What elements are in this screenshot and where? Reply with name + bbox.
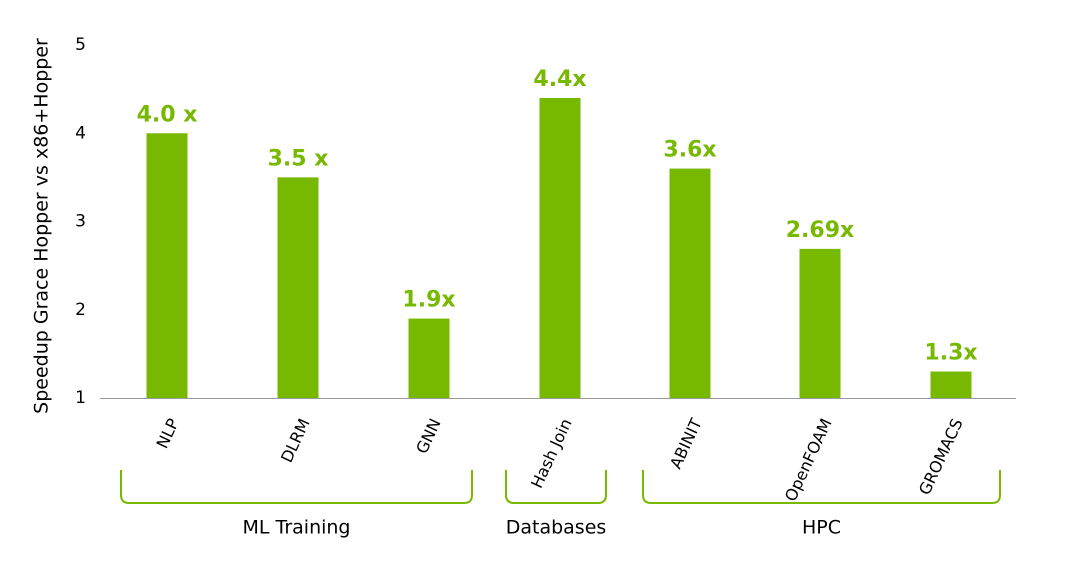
data-label: 1.3x <box>924 341 977 366</box>
bars <box>146 97 972 398</box>
group-bracket <box>505 470 607 504</box>
y-tick-label: 2 <box>75 300 86 320</box>
data-label: 3.6x <box>663 138 716 163</box>
x-tick-label: GNN <box>412 416 445 457</box>
bar-dlrm <box>277 177 319 398</box>
bar-nlp <box>146 133 188 398</box>
category-groups: ML Training Databases HPC <box>120 470 1001 539</box>
x-axis: NLP DLRM GNN Hash Join ABINIT OpenFOAM GROMACS <box>153 415 967 504</box>
x-tick-label: NLP <box>153 415 183 451</box>
bar-hash-join <box>539 97 581 398</box>
y-tick-label: 3 <box>75 212 86 232</box>
x-tick-label: ABINIT <box>666 415 706 471</box>
group-label: HPC <box>802 517 841 539</box>
group-bracket <box>642 470 1001 504</box>
y-tick-label: 5 <box>75 35 86 55</box>
bar-gnn <box>408 318 450 398</box>
data-label: 4.4x <box>533 67 586 92</box>
data-label: 3.5 x <box>268 146 329 171</box>
x-tick-label: Hash Join <box>527 416 576 492</box>
data-label: 4.0 x <box>137 102 198 127</box>
x-tick-label: OpenFOAM <box>781 416 836 505</box>
x-tick-label: GROMACS <box>915 416 967 498</box>
x-tick-label: DLRM <box>277 416 314 466</box>
group-bracket <box>120 470 473 504</box>
y-tick-label: 1 <box>75 388 86 408</box>
group-label: ML Training <box>243 517 351 539</box>
data-labels: 4.0 x 3.5 x 1.9x 4.4x 3.6x 2.69x 1.3x <box>137 67 978 366</box>
data-label: 1.9x <box>402 288 455 313</box>
bar-abinit <box>669 168 711 398</box>
bar-openfoam <box>799 248 841 398</box>
y-axis-label: Speedup Grace Hopper vs x86+Hopper <box>31 38 53 414</box>
y-tick-label: 4 <box>75 123 86 143</box>
bar-gromacs <box>930 371 972 398</box>
y-axis: 1 2 3 4 5 <box>75 35 86 408</box>
data-label: 2.69x <box>786 218 854 243</box>
group-label: Databases <box>506 517 607 539</box>
